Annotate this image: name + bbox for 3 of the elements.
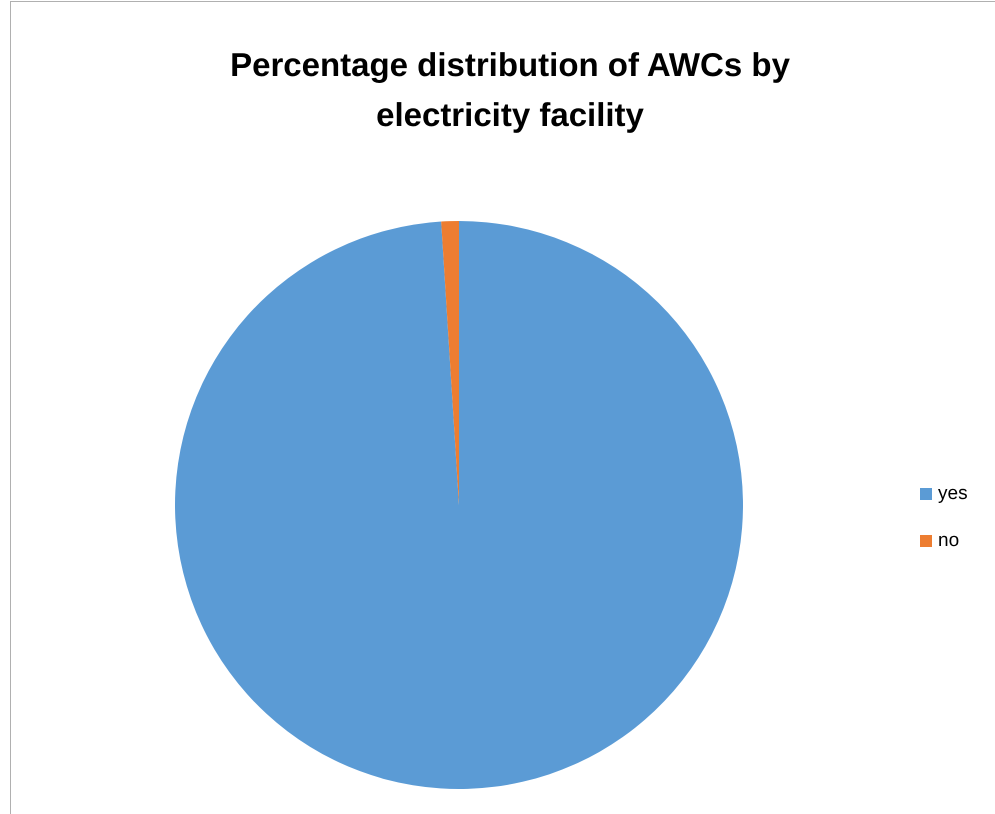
chart-title: Percentage distribution of AWCs by electricity facility (229, 45, 791, 135)
legend-label: no (938, 530, 960, 552)
legend-label: yes (938, 482, 968, 504)
